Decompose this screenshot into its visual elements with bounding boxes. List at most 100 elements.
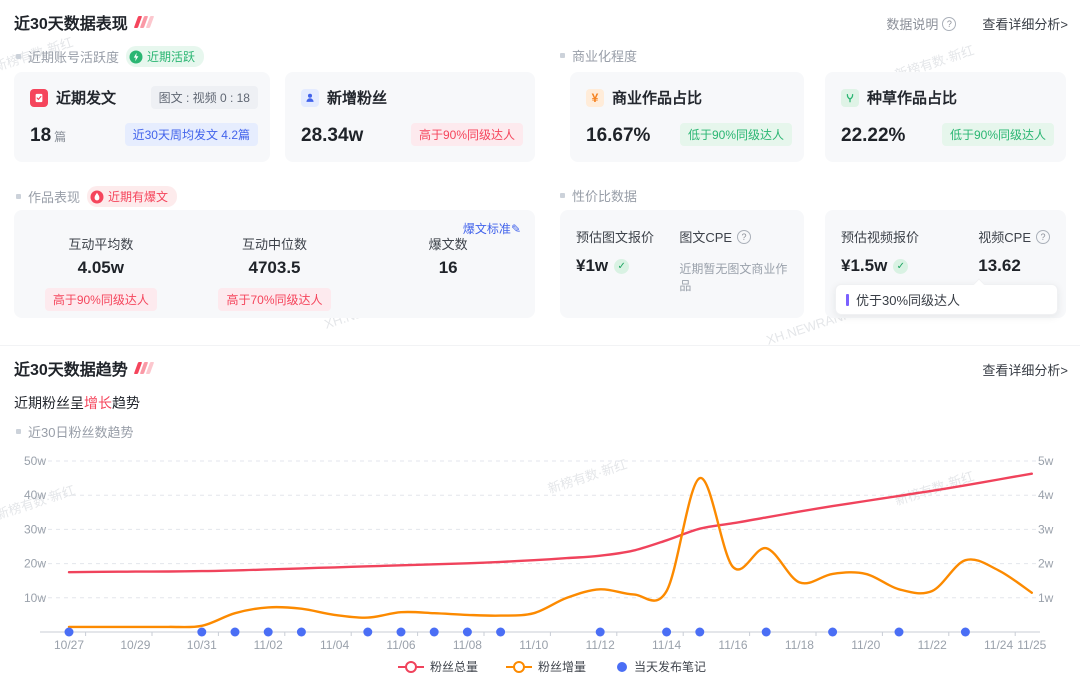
x-axis-label: 11/06 xyxy=(386,638,415,652)
median-interaction-pill: 高于70%同级达人 xyxy=(218,288,331,311)
fans-trend-label: 近30日粉丝数趋势 xyxy=(16,422,133,441)
new-fans-rank-pill: 高于90%同级达人 xyxy=(410,123,523,146)
person-icon xyxy=(301,88,319,107)
publish-day-dot xyxy=(64,627,74,637)
trend-section-title: 近30天数据趋势 xyxy=(14,356,154,380)
legend-label: 粉丝总量 xyxy=(430,660,478,674)
x-axis-label: 11/22 xyxy=(918,638,947,652)
right-axis-tick: 5w xyxy=(1038,454,1054,468)
median-interaction-col: 互动中位数 4703.5 高于70%同级达人 xyxy=(188,234,362,311)
detail-analysis-link[interactable]: 查看详细分析> xyxy=(982,17,1068,32)
right-axis-tick: 1w xyxy=(1038,591,1054,605)
new-fans-value: 28.34w xyxy=(301,125,364,146)
trend-detail-link[interactable]: 查看详细分析> xyxy=(982,363,1068,378)
pencil-icon: ✎ xyxy=(510,222,521,236)
works-group-label: 作品表现 近期有爆文 xyxy=(16,186,178,207)
trend-bars-icon xyxy=(133,16,154,28)
video-price-card: 预估视频报价 ¥1.5w ✓ 视频CPE ? 13.62 优于30%同级达人 xyxy=(825,210,1066,318)
seeding-rank-pill: 低于90%同级达人 xyxy=(941,123,1054,146)
works-performance-card: 爆文标准✎ 互动平均数 4.05w 高于90%同级达人 互动中位数 4703.5… xyxy=(14,210,535,318)
avg-interaction-col: 互动平均数 4.05w 高于90%同级达人 xyxy=(14,234,188,311)
bullet-icon xyxy=(16,194,21,199)
x-axis-label: 10/31 xyxy=(187,638,217,652)
section-divider xyxy=(0,345,1080,346)
legend-label: 当天发布笔记 xyxy=(634,659,706,674)
fans-increment-line xyxy=(67,476,1033,629)
new-fans-card: 新增粉丝 28.34w 高于90%同级达人 xyxy=(285,72,535,162)
trend-subtitle: 近期粉丝呈增长趋势 xyxy=(14,395,140,411)
x-axis-label: 10/29 xyxy=(120,638,150,652)
video-cpe-col: 视频CPE ? 13.62 xyxy=(978,227,1050,276)
x-axis-label: 11/02 xyxy=(254,638,283,652)
publish-day-dot xyxy=(363,627,373,637)
legend-dot-icon xyxy=(617,662,627,672)
hot-post-count-col: 爆文数 16 xyxy=(428,237,468,277)
x-axis-label: 11/12 xyxy=(586,638,615,652)
x-axis-label: 11/25 xyxy=(1017,638,1046,652)
question-icon[interactable]: ? xyxy=(942,16,957,31)
seeding-ratio-card: 种草作品占比 22.22% 低于90%同级达人 xyxy=(825,72,1066,162)
publish-day-dot xyxy=(662,627,672,637)
publish-day-dot xyxy=(595,627,605,637)
value-group-label: 性价比数据 xyxy=(560,186,637,205)
right-axis-tick: 3w xyxy=(1038,522,1054,536)
publish-day-dot xyxy=(197,627,207,637)
trend-bars-icon xyxy=(133,362,154,374)
weekly-posts-pill: 近30天周均发文 4.2篇 xyxy=(124,123,258,146)
fans-total-line xyxy=(67,472,1033,574)
publish-day-dot xyxy=(828,627,838,637)
right-axis-tick: 2w xyxy=(1038,557,1054,571)
bullet-icon xyxy=(16,429,21,434)
marker-bar-icon xyxy=(846,293,849,306)
image-cpe-col: 图文CPE ? 近期暂无图文商业作品 xyxy=(679,229,788,293)
commercial-ratio-value: 16.67% xyxy=(586,125,651,146)
publish-day-dot xyxy=(230,627,240,637)
bullet-icon xyxy=(16,54,21,59)
bullet-icon xyxy=(560,53,565,58)
publish-day-dot xyxy=(429,627,439,637)
publish-day-dot xyxy=(894,627,904,637)
activity-group-label: 近期账号活跃度 近期活跃 xyxy=(16,46,205,67)
hot-post-badge: 近期有爆文 xyxy=(87,186,178,207)
x-axis-label: 11/18 xyxy=(785,638,814,652)
sprout-icon xyxy=(841,88,859,107)
publish-day-dot xyxy=(695,627,705,637)
active-status-badge: 近期活跃 xyxy=(126,46,205,67)
commercial-ratio-card: ¥ 商业作品占比 16.67% 低于90%同级达人 xyxy=(570,72,804,162)
publish-day-dot xyxy=(462,627,472,637)
left-axis-tick: 10w xyxy=(24,591,46,605)
flame-icon xyxy=(90,190,104,203)
performance-section-title: 近30天数据表现 xyxy=(14,10,154,34)
publish-day-dot xyxy=(496,627,506,637)
lightning-icon xyxy=(129,50,143,63)
left-axis-tick: 20w xyxy=(24,557,46,571)
legend-circle-icon xyxy=(405,661,417,673)
left-axis-tick: 40w xyxy=(24,488,46,502)
x-axis-label: 11/16 xyxy=(718,638,747,652)
x-axis-label: 11/14 xyxy=(652,638,681,652)
publish-day-dot xyxy=(396,627,406,637)
ratio-pill: 图文 : 视频 0 : 18 xyxy=(150,86,258,109)
image-price-card: 预估图文报价 ¥1w ✓ 图文CPE ? 近期暂无图文商业作品 xyxy=(560,210,804,318)
x-axis-label: 11/20 xyxy=(851,638,880,652)
legend-circle-icon xyxy=(513,661,525,673)
check-icon: ✓ xyxy=(614,258,630,274)
question-icon[interactable]: ? xyxy=(737,229,752,244)
data-note-link[interactable]: 数据说明 ? xyxy=(886,14,957,33)
seeding-ratio-value: 22.22% xyxy=(841,125,906,146)
fans-trend-chart[interactable]: 50w 5w 40w 4w 30w 3w 20w 2w 10w 1w 10/27 10/29 10/31… xyxy=(0,440,1080,681)
x-axis-label: 10/27 xyxy=(54,638,84,652)
legend-label: 粉丝增量 xyxy=(538,660,586,674)
cpe-rank-tooltip: 优于30%同级达人 xyxy=(835,278,1058,315)
x-axis-label: 11/10 xyxy=(519,638,548,652)
recent-posts-card: 近期发文 图文 : 视频 0 : 18 18 篇 近30天周均发文 4.2篇 xyxy=(14,72,270,162)
right-axis-tick: 4w xyxy=(1038,488,1054,502)
posts-count: 18 篇 xyxy=(30,125,67,146)
avg-interaction-pill: 高于90%同级达人 xyxy=(44,288,157,311)
hot-post-standard-link[interactable]: 爆文标准✎ xyxy=(462,222,521,236)
question-icon[interactable]: ? xyxy=(1036,229,1050,244)
x-axis-label: 11/24 xyxy=(984,638,1013,652)
yen-icon: ¥ xyxy=(586,88,604,107)
image-price-col: 预估图文报价 ¥1w ✓ xyxy=(576,230,655,275)
